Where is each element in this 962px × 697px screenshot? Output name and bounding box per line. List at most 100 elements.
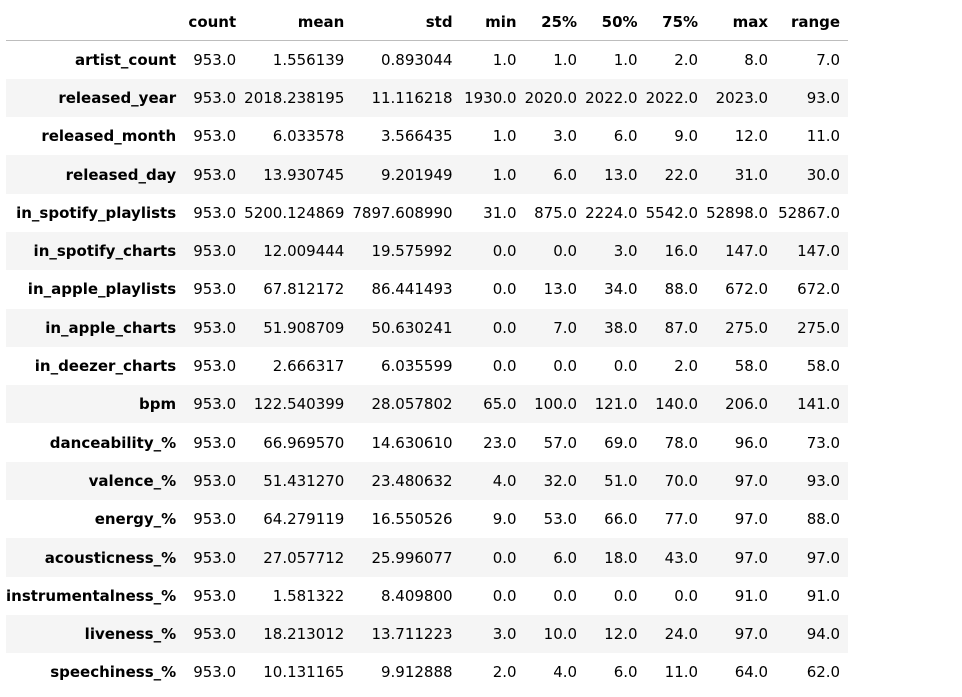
table-row: valence_% 953.0 51.431270 23.480632 4.0 32.0 5… bbox=[6, 461, 849, 501]
row-label: instrumentalness_% bbox=[6, 586, 177, 605]
table-cell: 11.116218 bbox=[371, 88, 453, 107]
table-cell: 31.0 bbox=[734, 165, 769, 184]
table-cell: 0.0 bbox=[553, 357, 578, 376]
table-cell: 953.0 bbox=[193, 280, 237, 299]
table-cell: 8.0 bbox=[744, 50, 769, 69]
row-label: in_apple_playlists bbox=[27, 280, 177, 299]
table-cell: 66.969570 bbox=[263, 433, 345, 452]
table-cell: 91.0 bbox=[806, 586, 841, 605]
describe-table: count mean std min 25% 50% 75% max range… bbox=[6, 4, 849, 692]
table-cell: 953.0 bbox=[193, 471, 237, 490]
table-cell: 953.0 bbox=[193, 165, 237, 184]
table-cell: 51.908709 bbox=[263, 318, 345, 337]
table-cell: 4.0 bbox=[492, 471, 517, 490]
row-label: in_deezer_charts bbox=[34, 357, 177, 376]
table-cell: 10.131165 bbox=[263, 663, 345, 682]
table-cell: 27.057712 bbox=[263, 548, 345, 567]
table-cell: 9.201949 bbox=[380, 165, 453, 184]
table-cell: 953.0 bbox=[193, 203, 237, 222]
table-cell: 52867.0 bbox=[778, 203, 841, 222]
table-cell: 16.550526 bbox=[371, 510, 453, 529]
table-cell: 13.0 bbox=[543, 280, 578, 299]
table-cell: 38.0 bbox=[604, 318, 638, 337]
table-row: danceability_% 953.0 66.969570 14.630610 23.… bbox=[6, 423, 848, 461]
table-cell: 953.0 bbox=[193, 395, 237, 414]
row-label: energy_% bbox=[94, 510, 177, 529]
table-cell: 97.0 bbox=[734, 471, 769, 490]
table-cell: 51.431270 bbox=[263, 471, 345, 490]
table-cell: 147.0 bbox=[797, 242, 841, 261]
table-cell: 1.0 bbox=[492, 127, 517, 146]
table-cell: 0.0 bbox=[613, 357, 638, 376]
table-cell: 13.0 bbox=[604, 165, 638, 184]
table-cell: 953.0 bbox=[193, 548, 237, 567]
table-row: instrumentalness_% 953.0 1.581322 8.409800 0… bbox=[6, 577, 848, 615]
table-row: in_deezer_charts 953.0 2.666317 6.035599 0.0… bbox=[6, 347, 848, 385]
table-cell: 0.893044 bbox=[380, 50, 453, 69]
table-cell: 2018.238195 bbox=[244, 88, 345, 107]
table-cell: 30.0 bbox=[806, 165, 841, 184]
table-cell: 5200.124869 bbox=[244, 203, 345, 222]
table-cell: 0.0 bbox=[492, 280, 517, 299]
table-cell: 25.996077 bbox=[371, 548, 453, 567]
table-cell: 0.0 bbox=[492, 242, 517, 261]
table-cell: 53.0 bbox=[543, 510, 578, 529]
table-cell: 73.0 bbox=[806, 433, 841, 452]
column-header: std bbox=[352, 4, 461, 41]
table-cell: 3.0 bbox=[492, 625, 517, 644]
table-cell: 97.0 bbox=[734, 548, 769, 567]
table-row: released_day 953.0 13.930745 9.201949 1.0 6.0… bbox=[6, 155, 849, 194]
row-label: speechiness_% bbox=[50, 663, 177, 682]
table-cell: 953.0 bbox=[193, 510, 237, 529]
table-cell: 3.0 bbox=[553, 127, 578, 146]
table-cell: 97.0 bbox=[806, 548, 841, 567]
table-cell: 5542.0 bbox=[645, 203, 699, 222]
table-cell: 14.630610 bbox=[371, 433, 453, 452]
table-cell: 2022.0 bbox=[645, 88, 699, 107]
table-body: artist_count 953.0 1.556139 0.893044 1.0 1.0 1… bbox=[6, 41, 849, 692]
table-cell: 16.0 bbox=[664, 242, 699, 261]
table-cell: 672.0 bbox=[797, 280, 841, 299]
table-cell: 275.0 bbox=[797, 318, 841, 337]
row-label: valence_% bbox=[88, 471, 177, 490]
table-cell: 6.0 bbox=[553, 165, 578, 184]
table-cell: 94.0 bbox=[806, 625, 841, 644]
table-cell: 10.0 bbox=[543, 625, 578, 644]
table-cell: 57.0 bbox=[543, 433, 578, 452]
row-label: danceability_% bbox=[49, 433, 177, 452]
table-row: in_spotify_charts 953.0 12.009444 19.575992… bbox=[6, 231, 849, 271]
table-cell: 1.0 bbox=[492, 165, 517, 184]
table-cell: 88.0 bbox=[806, 510, 841, 529]
column-header: 50% bbox=[585, 4, 646, 41]
table-cell: 86.441493 bbox=[371, 280, 453, 299]
table-cell: 9.0 bbox=[492, 510, 517, 529]
table-cell: 91.0 bbox=[734, 586, 769, 605]
table-cell: 28.057802 bbox=[371, 395, 453, 414]
table-cell: 3.0 bbox=[613, 242, 638, 261]
table-cell: 953.0 bbox=[193, 127, 237, 146]
table-row: bpm 953.0 122.540399 28.057802 65.0 100.0 121.… bbox=[6, 385, 849, 424]
table-cell: 69.0 bbox=[604, 433, 638, 452]
table-cell: 58.0 bbox=[806, 357, 841, 376]
table-cell: 1.581322 bbox=[272, 586, 345, 605]
table-cell: 96.0 bbox=[734, 433, 769, 452]
row-label: in_apple_charts bbox=[45, 318, 177, 337]
table-cell: 953.0 bbox=[193, 88, 237, 107]
row-label: acousticness_% bbox=[44, 548, 177, 567]
table-cell: 93.0 bbox=[806, 471, 841, 490]
table-cell: 8.409800 bbox=[380, 586, 453, 605]
table-cell: 77.0 bbox=[664, 510, 699, 529]
table-cell: 88.0 bbox=[664, 280, 699, 299]
table-cell: 0.0 bbox=[553, 242, 578, 261]
table-cell: 78.0 bbox=[664, 433, 699, 452]
table-cell: 2.666317 bbox=[272, 357, 345, 376]
row-label: liveness_% bbox=[84, 625, 177, 644]
table-cell: 0.0 bbox=[553, 586, 578, 605]
table-cell: 67.812172 bbox=[263, 280, 345, 299]
column-header: range bbox=[776, 4, 849, 41]
table-cell: 12.009444 bbox=[263, 242, 345, 261]
table-cell: 22.0 bbox=[664, 165, 699, 184]
table-cell: 23.480632 bbox=[371, 471, 453, 490]
table-row: in_apple_charts 953.0 51.908709 50.630241 0.… bbox=[6, 308, 849, 347]
table-cell: 0.0 bbox=[613, 586, 638, 605]
